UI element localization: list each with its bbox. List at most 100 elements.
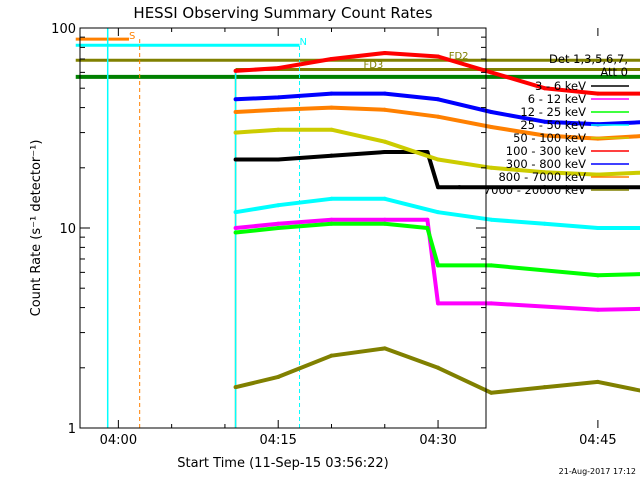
series-1-point-7 xyxy=(595,307,600,312)
flag-label-1: N xyxy=(300,37,307,48)
y-tick-label-0: 1 xyxy=(68,422,76,437)
series-1-point-4 xyxy=(425,217,430,222)
series-2-point-4 xyxy=(425,226,430,230)
legend-label-5: 100 - 300 keV xyxy=(506,144,586,158)
legend-label-1: 6 - 12 keV xyxy=(528,92,586,106)
y-axis-label: Count Rate (s⁻¹ detector⁻¹) xyxy=(29,140,44,317)
series-5-point-5 xyxy=(489,70,494,75)
series-4-point-5 xyxy=(489,165,494,170)
series-7-point-1 xyxy=(276,107,281,112)
series-4-point-3 xyxy=(382,139,387,144)
series-6-point-3 xyxy=(382,91,387,96)
series-7-point-3 xyxy=(382,107,387,112)
series-8-point-0 xyxy=(233,385,238,390)
series-2-point-7 xyxy=(595,273,600,278)
series-3-point-3 xyxy=(382,196,387,201)
legend-label-6: 300 - 800 keV xyxy=(506,157,586,171)
legend-label-3: 25 - 50 keV xyxy=(520,118,586,132)
series-2-point-3 xyxy=(382,221,387,226)
series-3-point-0 xyxy=(233,210,238,215)
series-0-point-0 xyxy=(233,157,238,162)
series-5-point-4 xyxy=(436,54,441,59)
x-axis-label: Start Time (11-Sep-15 03:56:22) xyxy=(177,456,388,471)
series-6-point-2 xyxy=(329,91,334,96)
x-tick-label-2: 04:30 xyxy=(419,433,456,448)
series-0-point-2 xyxy=(329,153,334,158)
series-8-point-3 xyxy=(382,346,387,351)
series-line-1 xyxy=(235,217,640,312)
series-1-point-1 xyxy=(276,221,281,226)
series-6-point-0 xyxy=(233,97,238,102)
series-8-point-1 xyxy=(276,374,281,379)
legend-label-8: 7000 - 20000 keV xyxy=(484,183,586,197)
series-5-point-6 xyxy=(542,86,547,91)
series-5-point-1 xyxy=(276,66,281,71)
series-2-point-6 xyxy=(489,263,494,268)
series-3-point-6 xyxy=(542,221,547,226)
series-0-point-3 xyxy=(382,149,387,154)
y-axis-ticks: 1 10 100 xyxy=(51,22,486,437)
series-0-point-1 xyxy=(276,157,281,162)
series-2-point-2 xyxy=(329,221,334,226)
legend-label-0: 3 - 6 keV xyxy=(535,79,586,93)
legend-label-2: 12 - 25 keV xyxy=(520,105,586,119)
flag-label-2: FD2 xyxy=(449,51,469,62)
flag-label-0: S xyxy=(129,31,135,42)
series-5-point-2 xyxy=(329,56,334,61)
series-8-point-6 xyxy=(542,385,547,390)
series-6-point-6 xyxy=(542,119,547,124)
x-tick-label-0: 04:00 xyxy=(100,433,137,448)
series-4-point-6 xyxy=(542,170,547,175)
timestamp-stamp: 21-Aug-2017 17:12 xyxy=(559,467,636,476)
series-1-point-3 xyxy=(382,217,387,222)
legend-header-line-1: Det 1,3,5,6,7, xyxy=(549,52,628,66)
series-3-point-1 xyxy=(276,203,281,208)
series-6-point-5 xyxy=(489,110,494,115)
x-tick-label-1: 04:15 xyxy=(259,433,296,448)
legend-label-7: 800 - 7000 keV xyxy=(498,170,586,184)
series-7-point-4 xyxy=(436,114,441,119)
x-tick-label-3: 04:45 xyxy=(579,433,616,448)
series-5-point-7 xyxy=(595,91,600,96)
series-line-0 xyxy=(235,150,640,190)
series-1-point-6 xyxy=(489,301,494,306)
series-3-point-5 xyxy=(489,217,494,222)
series-0-point-6 xyxy=(457,185,462,190)
series-2-point-1 xyxy=(276,226,281,230)
series-4-point-1 xyxy=(276,127,281,132)
flag-label-3: FD3 xyxy=(363,60,383,71)
series-4-point-4 xyxy=(436,157,441,162)
y-tick-label-2: 100 xyxy=(51,22,76,37)
series-7-point-6 xyxy=(542,133,547,138)
series-3-point-4 xyxy=(436,210,441,215)
series-3-point-2 xyxy=(329,196,334,201)
series-1-point-2 xyxy=(329,217,334,222)
series-0-point-7 xyxy=(542,185,547,190)
series-3-point-7 xyxy=(595,226,600,230)
series-6-point-1 xyxy=(276,95,281,100)
series-line-2 xyxy=(235,221,640,278)
series-1-point-0 xyxy=(233,226,238,230)
legend-header-line-2: Att 0 xyxy=(600,65,628,79)
series-4-point-0 xyxy=(233,130,238,135)
series-8-point-5 xyxy=(489,390,494,395)
series-5-point-3 xyxy=(382,50,387,55)
series-2-point-5 xyxy=(436,263,441,268)
series-2-point-0 xyxy=(233,230,238,235)
y-tick-label-1: 10 xyxy=(59,222,76,237)
series-8-point-7 xyxy=(595,379,600,384)
series-0-point-5 xyxy=(436,185,441,190)
series-6-point-4 xyxy=(436,97,441,102)
series-7-point-5 xyxy=(489,124,494,129)
series-7-point-2 xyxy=(329,105,334,110)
series-4-point-7 xyxy=(595,172,600,177)
series-8-point-2 xyxy=(329,353,334,358)
series-8-point-4 xyxy=(436,365,441,370)
series-5-point-0 xyxy=(233,68,238,73)
series-1-point-5 xyxy=(436,301,441,306)
series-0-point-4 xyxy=(425,149,430,154)
legend-label-4: 50 - 100 keV xyxy=(513,131,586,145)
